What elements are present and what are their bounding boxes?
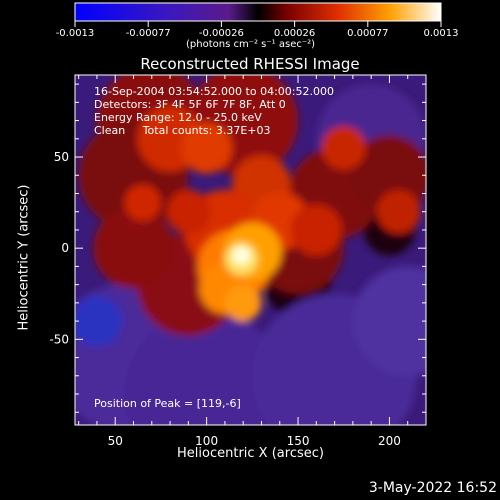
annotation-detectors: Detectors: 3F 4F 5F 6F 7F 8F, Att 0 <box>94 98 286 111</box>
colorbar-tick-label: 0.00026 <box>274 28 315 39</box>
heatmap-blob <box>290 204 342 256</box>
heatmap-blob <box>321 125 366 170</box>
heatmap-blob <box>166 189 211 234</box>
annotation-energy-range: Energy Range: 12.0 - 25.0 keV <box>94 111 262 124</box>
colorbar-unit-label: (photons cm⁻² s⁻¹ asec⁻²) <box>186 39 316 50</box>
chart-title: Reconstructed RHESSI Image <box>140 55 360 73</box>
plot-frame <box>74 74 427 426</box>
colorbar-tick-label: 0.0013 <box>424 28 459 39</box>
colorbar-ticks: -0.0013 -0.00077 -0.00026 0.00026 0.00077 0.0… <box>56 21 459 39</box>
y-axis: -50 0 50 <box>49 83 426 413</box>
y-tick-label: 0 <box>61 241 69 255</box>
x-tick-label: 200 <box>378 434 401 448</box>
colorbar-tick-label: -0.00077 <box>126 28 171 39</box>
heatmap-blob <box>75 295 123 347</box>
heatmap-blob <box>224 284 262 322</box>
x-axis: 50 100 150 200 <box>78 75 427 448</box>
heatmap-blob <box>232 246 251 265</box>
colorbar-tick-label: 0.00077 <box>347 28 388 39</box>
x-tick-label: 150 <box>287 434 310 448</box>
heatmap-blob <box>181 122 233 174</box>
heatmap-blob <box>124 184 161 221</box>
heatmap-blob <box>376 189 421 234</box>
x-axis-label: Heliocentric X (arcsec) <box>177 446 324 461</box>
annotation-clean-counts: Clean Total counts: 3.37E+03 <box>94 124 271 137</box>
x-tick-label: 100 <box>195 434 218 448</box>
x-tick-label: 50 <box>108 434 123 448</box>
colorbar-tick-label: -0.0013 <box>56 28 95 39</box>
peak-position-label: Position of Peak = [119,-6] <box>94 397 241 410</box>
colorbar <box>74 2 442 22</box>
y-axis-label: Heliocentric Y (arcsec) <box>16 184 32 331</box>
annotation-time-range: 16-Sep-2004 03:54:52.000 to 04:00:52.000 <box>94 85 334 98</box>
y-tick-label: -50 <box>49 332 69 346</box>
heatmap-blob <box>124 311 289 425</box>
y-tick-label: 50 <box>54 150 69 164</box>
colorbar-tick-label: -0.00026 <box>199 28 244 39</box>
heatmap-blob <box>93 207 174 289</box>
heatmap-blob <box>352 266 426 376</box>
heatmap-image <box>75 75 426 425</box>
footer-date: 3-May-2022 16:52 <box>368 480 497 496</box>
